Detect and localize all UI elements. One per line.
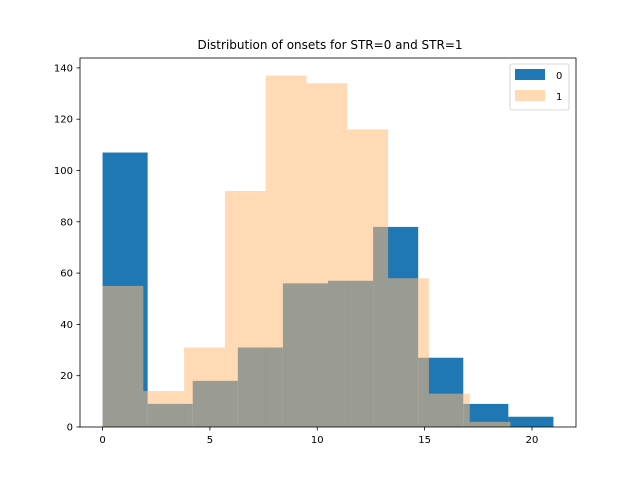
bars-layer	[102, 75, 554, 428]
legend-label-1: 1	[556, 92, 562, 103]
bar-series-1-bin-8	[428, 393, 470, 427]
bar-series-1-bin-9	[469, 421, 511, 427]
bar-series-1-bin-0	[102, 285, 144, 427]
bar-series-1-bin-7	[388, 278, 429, 427]
plot-frame	[79, 57, 577, 428]
y-tick-label-120: 120	[54, 115, 73, 126]
y-tick-label-80: 80	[60, 217, 73, 228]
bar-series-0-bin-8	[463, 403, 509, 427]
x-tick-label-5: 5	[207, 435, 213, 446]
y-tick-label-20: 20	[60, 371, 73, 382]
legend-swatch-0	[515, 69, 545, 80]
y-tick-label-60: 60	[60, 269, 73, 280]
y-tick-label-40: 40	[60, 320, 73, 331]
x-axis-ticks: 0 5 10 15 20	[99, 427, 538, 446]
y-axis-ticks: 0 20 40 60 80 100 120 140	[54, 63, 80, 434]
bar-series-1-bin-6	[347, 129, 389, 427]
bar-series-1-bin-2	[184, 347, 225, 427]
x-tick-label-15: 15	[418, 435, 431, 446]
x-tick-label-0: 0	[99, 435, 105, 446]
legend-swatch-1	[515, 90, 545, 101]
y-tick-label-140: 140	[54, 63, 73, 74]
bar-series-1-bin-4	[265, 75, 307, 427]
legend-label-0: 0	[556, 71, 562, 82]
bar-series-1-bin-3	[224, 191, 266, 427]
bar-series-0-bin-9	[508, 416, 554, 427]
bar-series-1-bin-1	[143, 391, 185, 427]
y-tick-label-100: 100	[54, 166, 73, 177]
bar-series-1-bin-5	[306, 83, 348, 428]
x-tick-label-20: 20	[526, 435, 539, 446]
chart-title: Distribution of onsets for STR=0 and STR…	[197, 38, 462, 52]
legend: 0 1	[509, 63, 570, 111]
y-tick-label-0: 0	[67, 423, 73, 434]
x-tick-label-10: 10	[311, 435, 324, 446]
